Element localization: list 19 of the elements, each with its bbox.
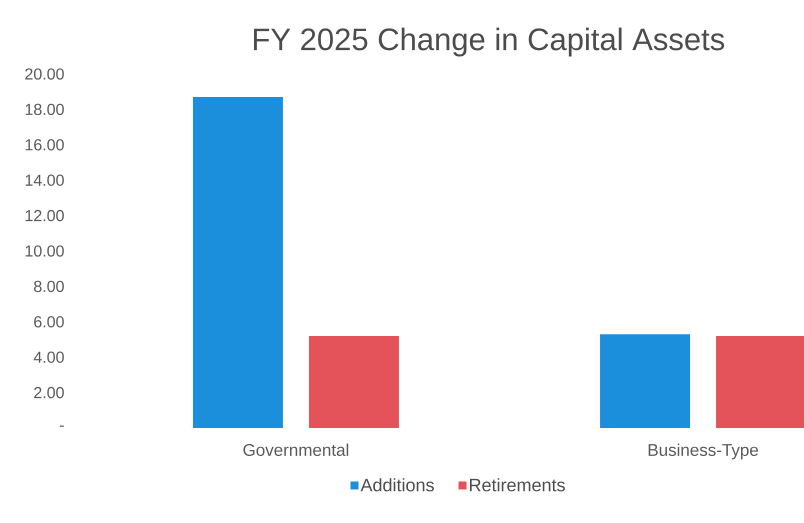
x-tick-label: Business-Type bbox=[648, 444, 758, 460]
y-tick-label: 4.00 bbox=[34, 352, 64, 363]
y-tick-label: 2.00 bbox=[34, 386, 64, 398]
y-tick-label: 6.00 bbox=[34, 316, 64, 328]
y-tick-label: 20.00 bbox=[25, 68, 64, 80]
x-tick-label: Governmental bbox=[243, 444, 348, 456]
y-tick-label: - bbox=[60, 426, 64, 427]
y-tick-label: 10.00 bbox=[26, 245, 64, 257]
chart-title: FY 2025 Change in Capital Assets bbox=[254, 28, 724, 57]
bar bbox=[308, 336, 399, 428]
y-tick-label: 16.00 bbox=[26, 139, 64, 150]
y-tick-label: 8.00 bbox=[34, 280, 64, 292]
legend-label: Retirements bbox=[470, 478, 565, 492]
legend-label: Additions bbox=[360, 478, 434, 492]
y-tick-label: 12.00 bbox=[26, 210, 64, 222]
bar bbox=[600, 334, 690, 428]
bar bbox=[192, 97, 283, 428]
y-tick-label: 14.00 bbox=[26, 174, 64, 186]
y-tick-label: 18.00 bbox=[26, 104, 64, 116]
